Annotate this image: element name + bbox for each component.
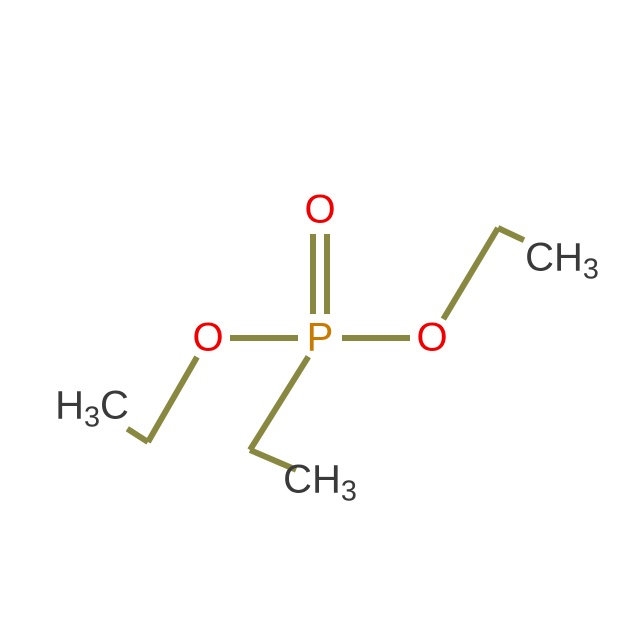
atom-ch3-left: H3C (55, 384, 129, 429)
bond-p-to-c-down (250, 357, 308, 450)
bond-o-left-to-c (148, 357, 197, 442)
bond-o-right-to-c (443, 228, 498, 319)
bond-c-to-ch3-r (498, 228, 524, 240)
atom-oxygen-right: O (416, 316, 447, 361)
atom-oxygen-up: O (304, 188, 335, 233)
atom-phosphorus: P (307, 316, 334, 361)
atom-oxygen-left: O (192, 316, 223, 361)
atom-ch3-right: CH3 (525, 236, 599, 281)
bond-c-to-ch3-l (127, 429, 148, 442)
atom-ch3-down: CH3 (283, 458, 357, 503)
molecule-diagram: { "canvas": { "width": 640, "height": 64… (0, 0, 640, 640)
